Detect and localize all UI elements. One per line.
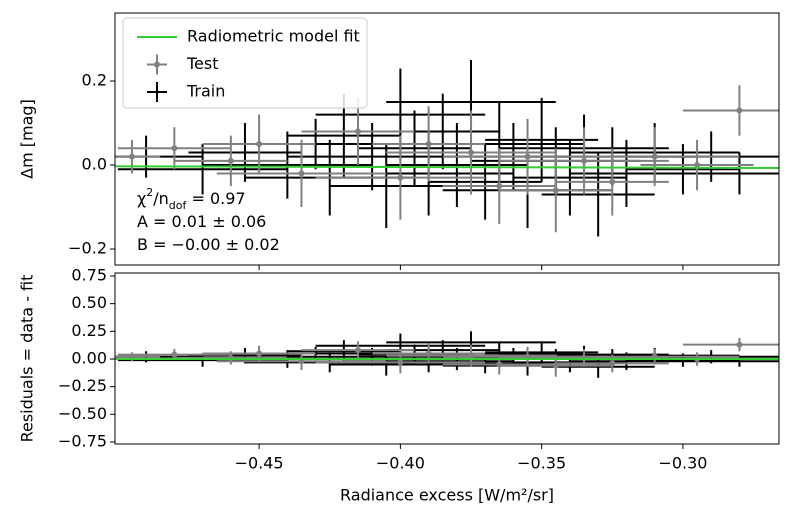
point [298,170,305,177]
point [524,153,531,160]
point [227,157,234,164]
point [397,359,404,366]
point [468,149,475,156]
y-tick-label: 0.00 [71,348,107,367]
annotation-part: /n [153,189,169,208]
plot-area [115,60,779,237]
annotation: χ2/ndof = 0.97 [137,186,246,212]
x-axis-label: Radiance excess [W/m²/sr] [340,486,554,505]
y-tick-label: 0.25 [71,321,107,340]
x-tick-label: −0.45 [235,454,284,473]
point [736,107,743,114]
y-tick-label: 0.75 [71,265,107,284]
point [552,187,559,194]
annotation-part: χ [137,189,146,208]
y-tick-label: 0.0 [82,155,107,174]
legend-label: Train [186,82,225,101]
point [397,174,404,181]
plot-area [115,331,779,378]
point [736,341,743,348]
point [354,128,361,135]
point [581,157,588,164]
point [694,162,701,169]
point [425,141,432,148]
fit-line [115,165,779,169]
y-tick-label: −0.25 [58,376,107,395]
annotation: A = 0.01 ± 0.06 [137,212,266,231]
point [496,183,503,190]
annotation-part: dof [169,199,188,212]
axes-frame [114,12,780,266]
y-tick-label: 0.2 [82,71,107,90]
y-axis-label: Residuals = data - fit [18,275,37,443]
point [256,350,263,357]
x-tick-label: −0.30 [658,454,707,473]
x-tick-label: −0.40 [376,454,425,473]
point [128,153,135,160]
annotation-part: 2 [146,186,153,199]
legend-label: Test [186,54,219,73]
point [651,153,658,160]
point [354,347,361,354]
point [171,145,178,152]
point [171,351,178,358]
y-axis-label: Δm [mag] [18,99,37,179]
annotation-part: B = −0.00 ± 0.02 [137,235,280,254]
annotation: B = −0.00 ± 0.02 [137,235,280,254]
legend-label: Radiometric model fit [187,27,360,46]
y-tick-label: −0.75 [58,432,107,451]
y-tick-label: −0.2 [68,239,107,258]
legend-swatch [154,61,160,68]
annotation-part: A = 0.01 ± 0.06 [137,212,266,231]
point [609,360,616,367]
point [256,141,263,148]
y-tick-label: −0.50 [58,404,107,423]
x-tick-label: −0.35 [517,454,566,473]
annotation-part: = 0.97 [186,189,245,208]
legend-box [122,17,368,109]
point [609,178,616,185]
y-tick-label: 0.50 [71,293,107,312]
